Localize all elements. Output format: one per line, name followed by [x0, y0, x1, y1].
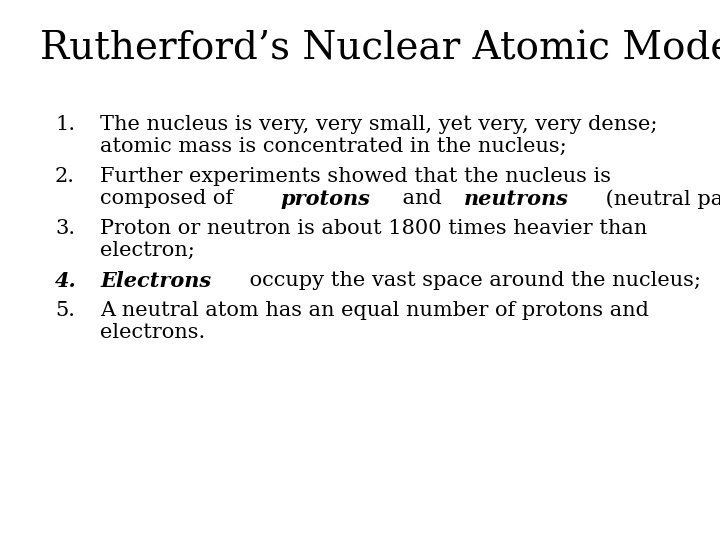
Text: A neutral atom has an equal number of protons and: A neutral atom has an equal number of pr… [100, 301, 649, 320]
Text: electron;: electron; [100, 241, 195, 260]
Text: composed of: composed of [100, 189, 240, 208]
Text: and: and [396, 189, 449, 208]
Text: occupy the vast space around the nucleus;: occupy the vast space around the nucleus… [243, 271, 701, 290]
Text: Rutherford’s Nuclear Atomic Model: Rutherford’s Nuclear Atomic Model [40, 30, 720, 67]
Text: atomic mass is concentrated in the nucleus;: atomic mass is concentrated in the nucle… [100, 137, 567, 156]
Text: 1.: 1. [55, 115, 75, 134]
Text: 3.: 3. [55, 219, 75, 238]
Text: Electrons: Electrons [100, 271, 211, 291]
Text: neutrons: neutrons [464, 189, 569, 209]
Text: Proton or neutron is about 1800 times heavier than: Proton or neutron is about 1800 times he… [100, 219, 647, 238]
Text: protons: protons [280, 189, 370, 209]
Text: The nucleus is very, very small, yet very, very dense;: The nucleus is very, very small, yet ver… [100, 115, 657, 134]
Text: electrons.: electrons. [100, 323, 205, 342]
Text: Further experiments showed that the nucleus is: Further experiments showed that the nucl… [100, 167, 611, 186]
Text: 5.: 5. [55, 301, 75, 320]
Text: 2.: 2. [55, 167, 75, 186]
Text: 4.: 4. [55, 271, 77, 291]
Text: (neutral particle);: (neutral particle); [599, 189, 720, 208]
